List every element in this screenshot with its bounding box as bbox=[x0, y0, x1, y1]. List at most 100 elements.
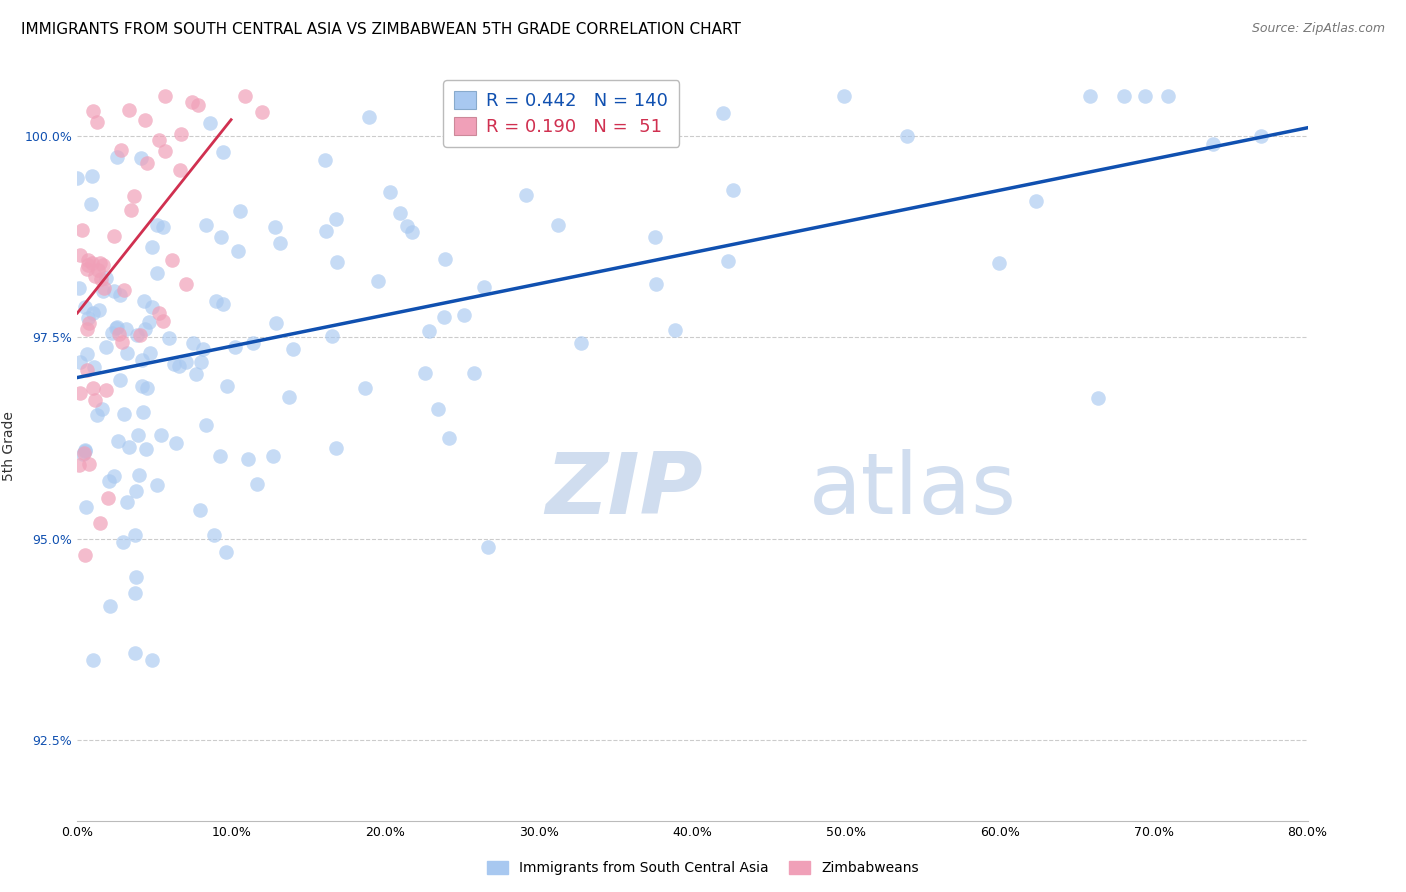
Point bbox=[98, 599, 121, 614]
Point bbox=[129, 327, 152, 342]
Point bbox=[90, 272, 112, 286]
Point bbox=[209, 230, 232, 244]
Point bbox=[87, 262, 110, 277]
Point bbox=[167, 359, 190, 373]
Point bbox=[152, 314, 174, 328]
Point bbox=[202, 528, 225, 542]
Point bbox=[146, 266, 169, 280]
Point bbox=[138, 315, 160, 329]
Point bbox=[75, 500, 97, 514]
Point bbox=[77, 317, 100, 331]
Point bbox=[160, 252, 183, 267]
Point bbox=[717, 253, 740, 268]
Point bbox=[141, 652, 163, 666]
Point bbox=[82, 103, 104, 118]
Point bbox=[146, 218, 169, 232]
Point bbox=[131, 151, 153, 165]
Point bbox=[472, 280, 495, 294]
Point bbox=[149, 428, 172, 442]
Point bbox=[463, 366, 485, 380]
Point bbox=[76, 322, 98, 336]
Point bbox=[131, 353, 153, 368]
Point bbox=[325, 212, 347, 227]
Point bbox=[103, 469, 125, 483]
Point bbox=[103, 229, 125, 244]
Point bbox=[83, 360, 105, 375]
Point bbox=[103, 284, 125, 298]
Point bbox=[413, 367, 436, 381]
Point bbox=[139, 346, 162, 360]
Point bbox=[96, 383, 118, 397]
Point bbox=[269, 236, 291, 251]
Point bbox=[354, 381, 377, 395]
Point bbox=[194, 218, 217, 232]
Point bbox=[76, 347, 98, 361]
Point bbox=[76, 363, 98, 377]
Point bbox=[153, 144, 176, 158]
Point bbox=[367, 275, 389, 289]
Point bbox=[77, 258, 100, 272]
Point bbox=[325, 442, 347, 456]
Point bbox=[211, 297, 233, 311]
Point bbox=[283, 342, 305, 356]
Text: ZIP: ZIP bbox=[546, 450, 703, 533]
Point bbox=[70, 223, 93, 237]
Legend: Immigrants from South Central Asia, Zimbabweans: Immigrants from South Central Asia, Zimb… bbox=[481, 855, 925, 880]
Point bbox=[148, 133, 170, 147]
Point bbox=[215, 545, 238, 559]
Point bbox=[104, 321, 127, 335]
Point bbox=[195, 417, 218, 432]
Point bbox=[896, 129, 918, 144]
Point bbox=[128, 467, 150, 482]
Point bbox=[378, 185, 401, 199]
Point bbox=[453, 308, 475, 322]
Point bbox=[89, 256, 111, 270]
Point bbox=[134, 112, 156, 127]
Point bbox=[208, 450, 231, 464]
Point bbox=[118, 103, 141, 117]
Point bbox=[75, 443, 97, 458]
Point bbox=[146, 478, 169, 492]
Point bbox=[186, 367, 208, 381]
Point bbox=[112, 284, 135, 298]
Point bbox=[82, 652, 104, 666]
Point bbox=[165, 435, 187, 450]
Point bbox=[75, 443, 97, 458]
Point bbox=[73, 300, 96, 314]
Point bbox=[105, 320, 128, 334]
Point bbox=[226, 244, 249, 259]
Point bbox=[111, 334, 134, 349]
Point bbox=[69, 248, 91, 262]
Point bbox=[82, 169, 104, 183]
Point bbox=[832, 88, 855, 103]
Point bbox=[263, 220, 285, 235]
Point bbox=[86, 115, 108, 129]
Point bbox=[94, 340, 117, 354]
Point bbox=[357, 110, 380, 124]
Point bbox=[73, 445, 96, 459]
Point bbox=[325, 254, 347, 268]
Point bbox=[191, 342, 214, 356]
Point bbox=[76, 311, 98, 326]
Point bbox=[127, 428, 149, 442]
Point bbox=[433, 310, 456, 325]
Point bbox=[89, 516, 111, 530]
Point bbox=[108, 373, 131, 387]
Point bbox=[69, 386, 91, 401]
Point bbox=[418, 324, 440, 338]
Text: Source: ZipAtlas.com: Source: ZipAtlas.com bbox=[1251, 22, 1385, 36]
Point bbox=[79, 196, 101, 211]
Point bbox=[108, 287, 131, 301]
Point bbox=[1135, 88, 1157, 103]
Point bbox=[124, 527, 146, 541]
Point bbox=[117, 346, 139, 360]
Point bbox=[77, 458, 100, 472]
Point bbox=[115, 322, 138, 336]
Point bbox=[1112, 88, 1135, 103]
Point bbox=[67, 281, 90, 295]
Point bbox=[76, 252, 98, 267]
Point bbox=[76, 262, 98, 277]
Point bbox=[135, 156, 157, 170]
Point bbox=[163, 357, 186, 371]
Point bbox=[153, 88, 176, 103]
